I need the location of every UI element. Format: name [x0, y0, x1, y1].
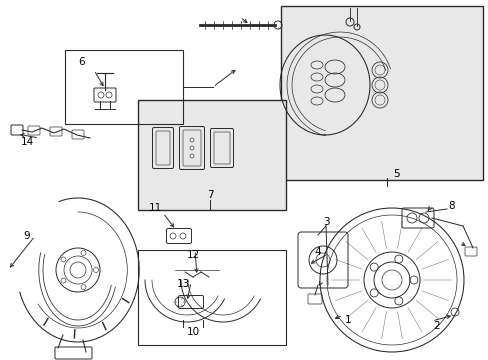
Text: 1: 1 — [344, 315, 350, 325]
Text: 4: 4 — [314, 247, 321, 257]
Text: 12: 12 — [186, 250, 199, 260]
Text: 2: 2 — [433, 321, 439, 331]
Text: 7: 7 — [206, 190, 213, 200]
Bar — [281, 6, 482, 180]
Text: 14: 14 — [20, 137, 34, 147]
Text: 8: 8 — [448, 201, 454, 211]
Text: 11: 11 — [148, 203, 162, 213]
Bar — [138, 250, 285, 345]
Bar — [65, 50, 183, 124]
Bar — [138, 100, 285, 210]
Text: 5: 5 — [393, 169, 400, 179]
Text: 6: 6 — [79, 57, 85, 67]
Text: 13: 13 — [176, 279, 189, 289]
Text: 3: 3 — [322, 217, 328, 227]
Text: 9: 9 — [23, 231, 30, 241]
Text: 10: 10 — [186, 327, 199, 337]
